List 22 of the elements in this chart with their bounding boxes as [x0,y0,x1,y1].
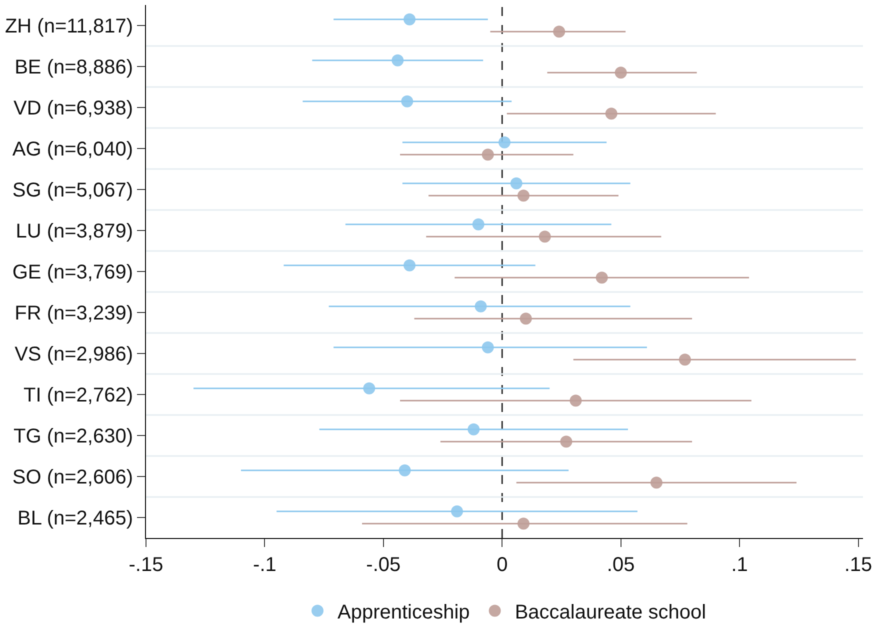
y-tick-label: SO (n=2,606) [12,466,133,488]
x-tick-label: .05 [606,554,635,576]
y-tick-label: ZH (n=11,817) [4,16,133,38]
x-tick-label: -.05 [366,554,401,576]
x-tick-label: -.1 [253,554,276,576]
x-tick-label: .15 [844,554,872,576]
y-tick-label: VD (n=6,938) [13,98,133,120]
y-tick-label: VS (n=2,986) [14,344,133,366]
y-tick-label: SG (n=5,067) [12,180,133,202]
legend-label: Apprenticeship [338,602,470,624]
x-tick-label: .1 [731,554,748,576]
y-tick-label: TG (n=2,630) [13,426,133,448]
y-tick-label: FR (n=3,239) [14,302,133,324]
y-tick-label: TI (n=2,762) [23,384,133,406]
x-tick-label: -.15 [128,554,164,576]
y-tick-label: GE (n=3,769) [12,262,133,284]
y-tick-label: BL (n=2,465) [18,508,133,530]
y-tick-label: LU (n=3,879) [16,220,133,242]
x-tick-label: 0 [496,554,508,576]
y-tick-label: BE (n=8,886) [14,56,133,78]
y-tick-label: AG (n=6,040) [12,138,133,160]
legend-label: Baccalaureate school [514,602,706,624]
